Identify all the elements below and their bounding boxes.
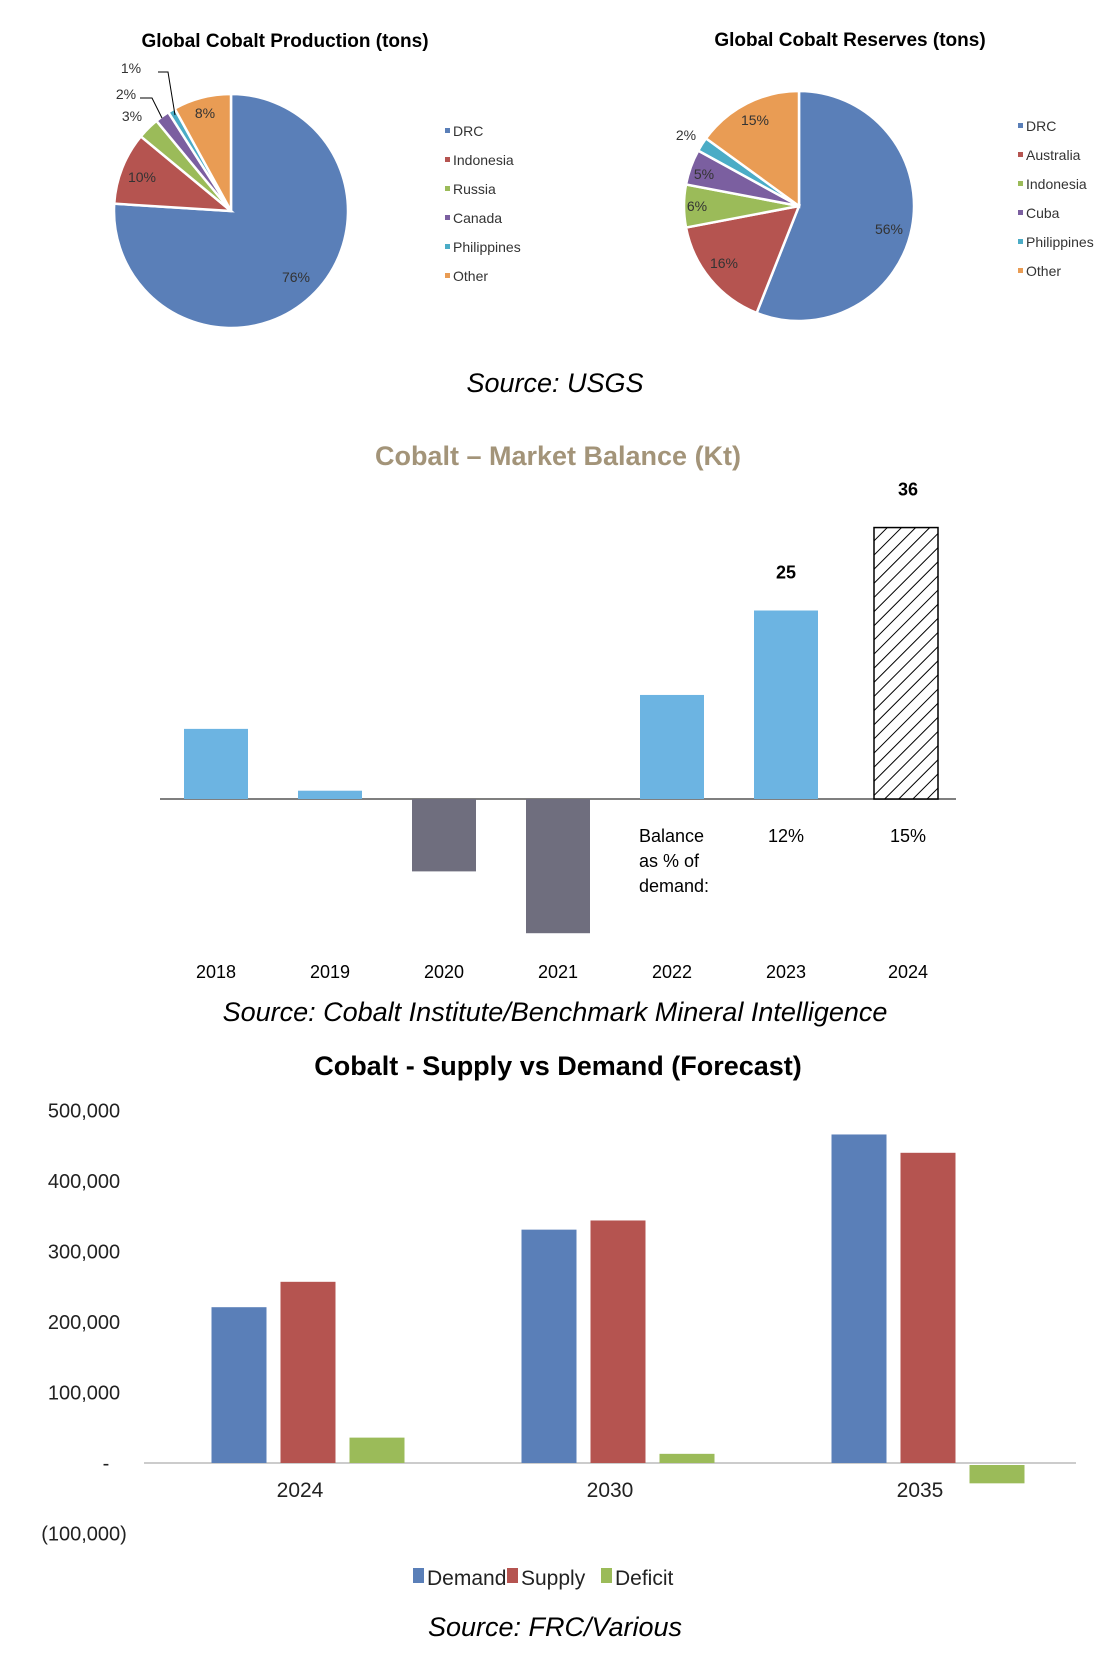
y-tick-label: (100,000) [41, 1524, 127, 1546]
pie-slice-other [704, 89, 801, 209]
bar-2022 [640, 694, 704, 799]
pie-slice-drc [112, 92, 350, 330]
legend-swatch-other [445, 273, 450, 278]
y-tick-label: 400,000 [48, 1171, 120, 1193]
bar-demand-2030 [521, 1229, 577, 1463]
y-tick-label: 100,000 [48, 1383, 120, 1405]
supply-demand-title: Cobalt - Supply vs Demand (Forecast) [314, 1051, 802, 1081]
pie-title: Global Cobalt Production (tons) [141, 31, 428, 52]
source-usgs: Source: USGS [466, 368, 644, 398]
pie-data-label: 8% [195, 105, 215, 121]
x-tick-label: 2021 [538, 962, 578, 982]
legend-label: Other [1026, 263, 1061, 279]
balance-pct-label: 12% [768, 826, 804, 846]
y-tick-label: 300,000 [48, 1242, 120, 1264]
legend-label: Russia [453, 181, 496, 197]
market-balance-title: Cobalt – Market Balance (Kt) [375, 441, 741, 471]
legend-swatch-indonesia [445, 157, 450, 162]
x-tick-label: 2030 [587, 1479, 634, 1502]
balance-annotation-label: as % of [639, 851, 700, 871]
pie-data-label: 16% [710, 255, 738, 271]
legend-label: Deficit [615, 1567, 674, 1590]
bar-demand-2024 [211, 1307, 267, 1463]
legend-swatch-philippines [445, 244, 450, 249]
balance-annotation-label: demand: [639, 876, 709, 896]
pie-slice-australia [684, 204, 801, 315]
legend-swatch-deficit [601, 1568, 612, 1583]
bar-2023 [754, 610, 818, 799]
x-tick-label: 2024 [888, 962, 928, 982]
legend-swatch-australia [1018, 152, 1023, 157]
source-frc: Source: FRC/Various [427, 1612, 683, 1642]
bar-supply-2030 [590, 1220, 646, 1463]
leader-line [158, 71, 176, 116]
bar-2020 [412, 799, 476, 872]
pie-data-label: 5% [694, 166, 714, 182]
legend-label: Supply [521, 1567, 586, 1590]
bar-2018 [184, 728, 248, 799]
legend-swatch-demand [413, 1568, 424, 1583]
pie-data-label: 1% [121, 60, 141, 76]
pie-slice-drc [755, 89, 916, 323]
legend-swatch-canada [445, 215, 450, 220]
data-label: 25 [776, 563, 796, 583]
pie-data-label: 56% [875, 221, 903, 237]
pie-data-label: 6% [687, 198, 707, 214]
legend-label: Philippines [1026, 234, 1094, 250]
x-tick-label: 2035 [897, 1479, 944, 1502]
legend-swatch-other [1018, 268, 1023, 273]
pie-data-label: 2% [116, 86, 136, 102]
x-tick-label: 2023 [766, 962, 806, 982]
balance-annotation-label: Balance [639, 826, 704, 846]
pie-data-label: 15% [741, 112, 769, 128]
bar-deficit-2035 [969, 1465, 1025, 1484]
pie-slice-indonesia [112, 134, 235, 213]
bar-2024 [873, 526, 939, 800]
x-tick-label: 2022 [652, 962, 692, 982]
legend-swatch-supply [507, 1568, 518, 1583]
pie-data-label: 2% [676, 127, 696, 143]
pie-data-label: 76% [282, 269, 310, 285]
balance-pct-label: 15% [890, 826, 926, 846]
pie-slice-other [172, 92, 233, 212]
legend-label: DRC [1026, 118, 1056, 134]
legend-swatch-drc [1018, 123, 1023, 128]
legend-swatch-russia [445, 186, 450, 191]
pie-data-label: 10% [128, 169, 156, 185]
leader-line [140, 97, 163, 119]
x-tick-label: 2019 [310, 962, 350, 982]
source-cobalt-institute: Source: Cobalt Institute/Benchmark Miner… [222, 997, 888, 1027]
bar-2019 [298, 790, 362, 799]
bar-supply-2024 [280, 1281, 336, 1463]
x-tick-label: 2024 [277, 1479, 324, 1502]
legend-label: Canada [453, 210, 502, 226]
x-tick-label: 2018 [196, 962, 236, 982]
data-label: 36 [898, 480, 918, 500]
x-tick-label: 2020 [424, 962, 464, 982]
legend-label: Philippines [453, 239, 521, 255]
legend-swatch-drc [445, 128, 450, 133]
legend-label: Other [453, 268, 488, 284]
legend-label: DRC [453, 123, 483, 139]
pie-title: Global Cobalt Reserves (tons) [714, 30, 985, 51]
y-tick-label: 200,000 [48, 1312, 120, 1334]
legend-label: Australia [1026, 147, 1081, 163]
y-tick-label: - [103, 1453, 110, 1475]
legend-swatch-philippines [1018, 239, 1023, 244]
bar-demand-2035 [831, 1134, 887, 1463]
legend-label: Demand [427, 1567, 506, 1590]
y-tick-label: 500,000 [48, 1101, 120, 1123]
legend-swatch-indonesia [1018, 181, 1023, 186]
legend-label: Indonesia [1026, 176, 1087, 192]
legend-swatch-cuba [1018, 210, 1023, 215]
legend-label: Indonesia [453, 152, 514, 168]
bar-deficit-2030 [659, 1453, 715, 1463]
legend-label: Cuba [1026, 205, 1060, 221]
bar-supply-2035 [900, 1152, 956, 1463]
bar-deficit-2024 [349, 1437, 405, 1463]
pie-data-label: 3% [122, 108, 142, 124]
bar-2021 [526, 799, 590, 934]
